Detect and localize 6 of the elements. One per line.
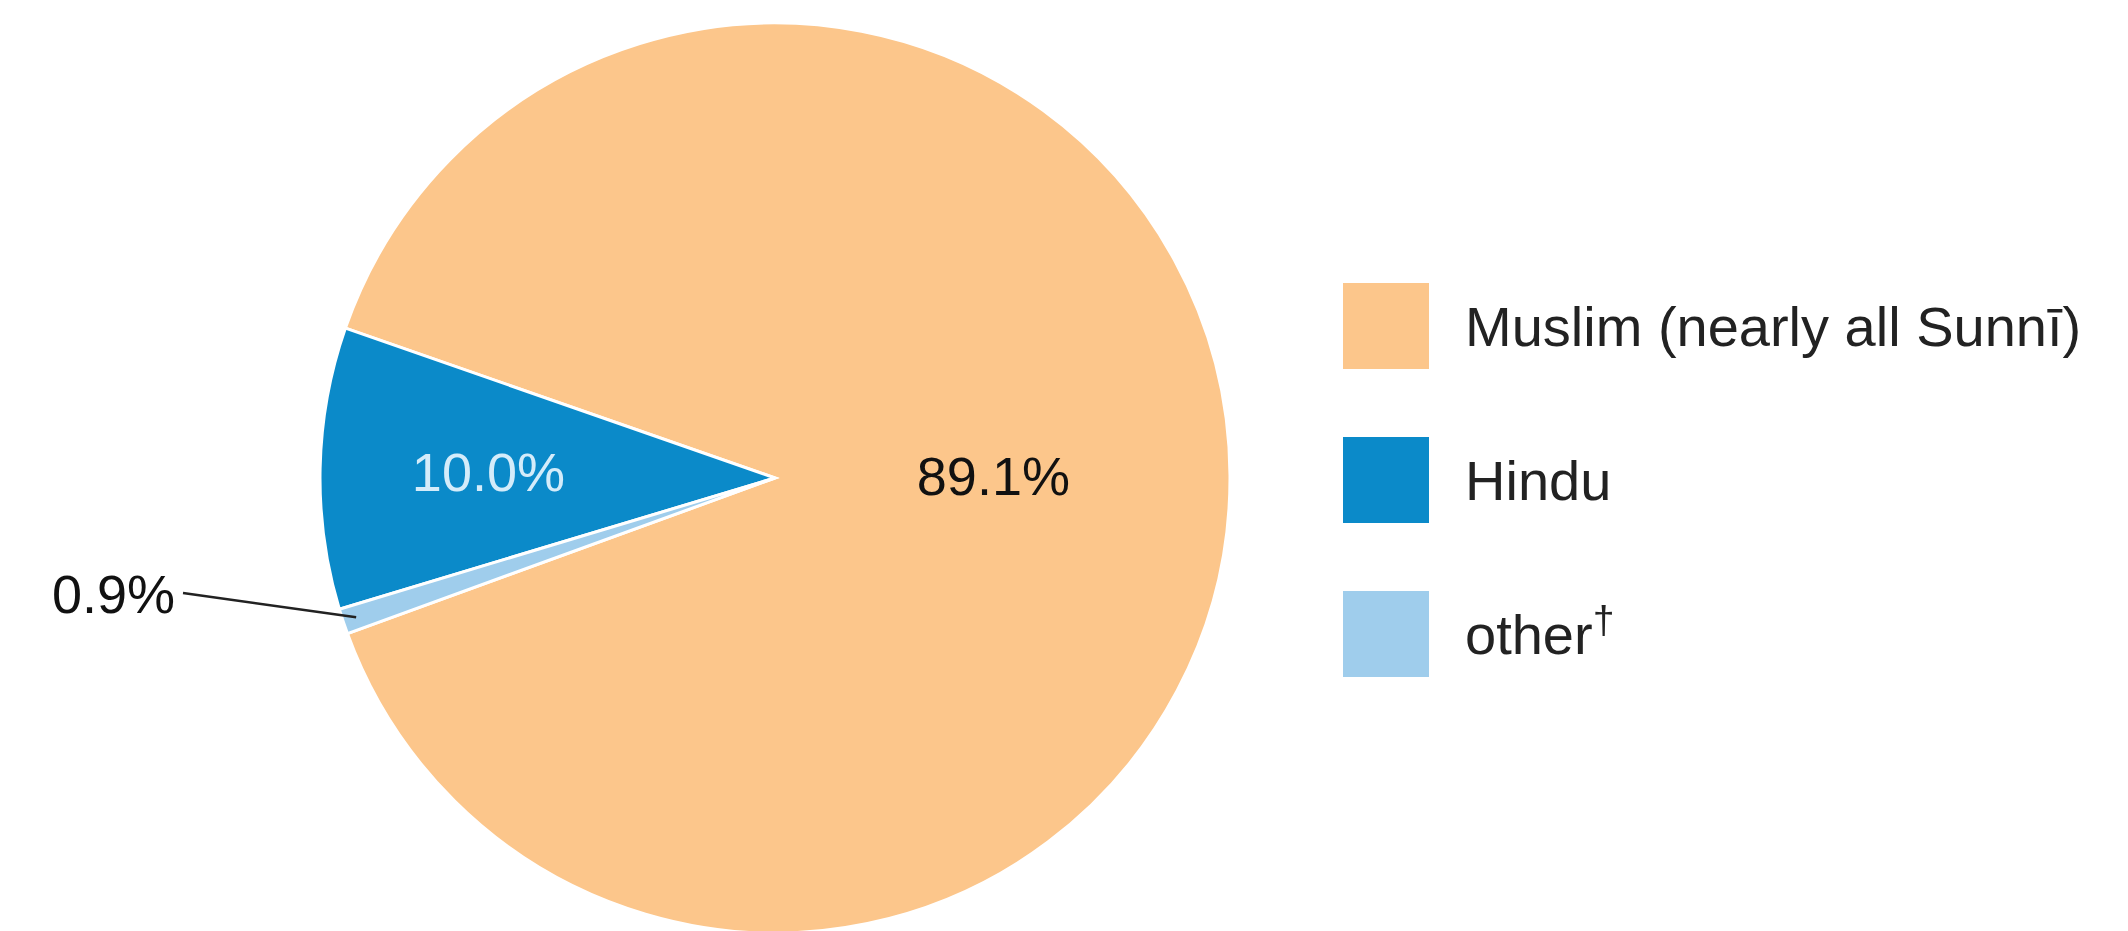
legend-label: Muslim (nearly all Sunnī) (1465, 294, 2082, 358)
data-label: 10.0% (411, 441, 565, 502)
data-label: 0.9% (51, 564, 175, 624)
legend-label: Hindu (1465, 448, 1612, 512)
legend-label: other$^{†}$ (1465, 597, 1615, 666)
data-label: 89.1% (916, 446, 1070, 507)
